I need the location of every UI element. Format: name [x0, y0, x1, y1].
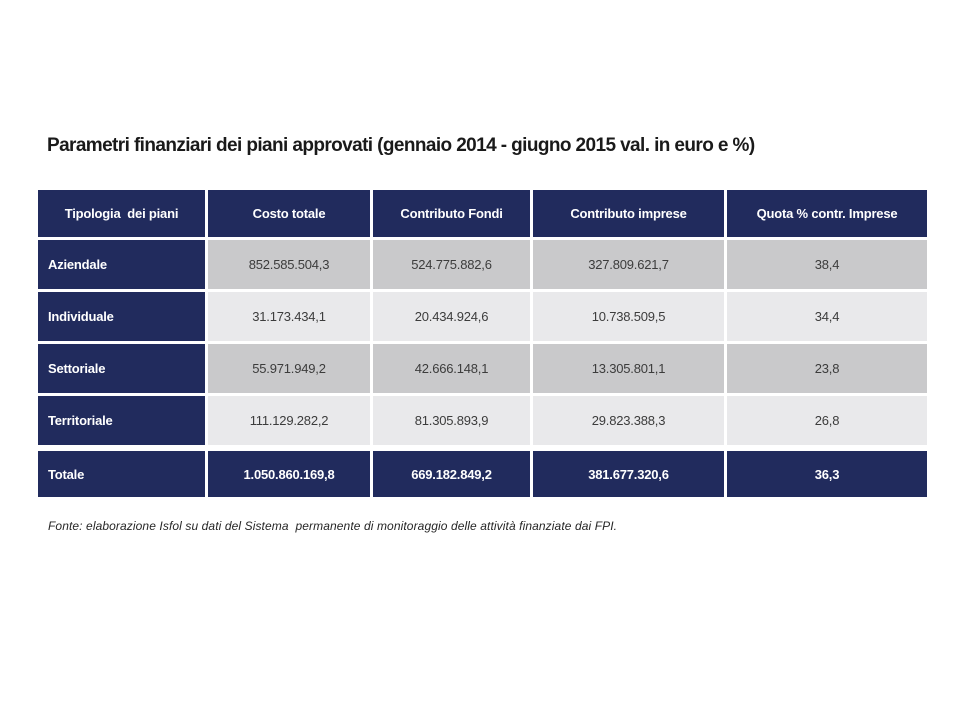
column-header-contributo-imprese: Contributo imprese: [533, 190, 724, 237]
column-header-tipologia-dei-piani: Tipologia dei piani: [38, 190, 205, 237]
page-title: Parametri finanziari dei piani approvati…: [47, 135, 755, 156]
column-header-costo-totale: Costo totale: [208, 190, 370, 237]
value-cell: 13.305.801,1: [533, 344, 724, 393]
total-label-cell: Totale: [38, 451, 205, 497]
value-cell: 31.173.434,1: [208, 292, 370, 341]
table-row-aziendale: Aziendale 852.585.504,3 524.775.882,6 32…: [38, 240, 927, 289]
value-cell: 55.971.949,2: [208, 344, 370, 393]
column-header-quota-contr-imprese: Quota % contr. Imprese: [727, 190, 927, 237]
value-cell: 111.129.282,2: [208, 396, 370, 445]
column-header-contributo-fondi: Contributo Fondi: [373, 190, 530, 237]
total-value-cell: 1.050.860.169,8: [208, 451, 370, 497]
total-value-cell: 36,3: [727, 451, 927, 497]
value-cell: 42.666.148,1: [373, 344, 530, 393]
value-cell: 26,8: [727, 396, 927, 445]
row-label-cell: Aziendale: [38, 240, 205, 289]
value-cell: 38,4: [727, 240, 927, 289]
value-cell: 29.823.388,3: [533, 396, 724, 445]
table-row-settoriale: Settoriale 55.971.949,2 42.666.148,1 13.…: [38, 344, 927, 393]
financial-table: Tipologia dei piani Costo totale Contrib…: [38, 190, 927, 497]
value-cell: 10.738.509,5: [533, 292, 724, 341]
value-cell: 23,8: [727, 344, 927, 393]
value-cell: 34,4: [727, 292, 927, 341]
source-note: Fonte: elaborazione Isfol su dati del Si…: [48, 519, 618, 533]
value-cell: 524.775.882,6: [373, 240, 530, 289]
row-label-cell: Individuale: [38, 292, 205, 341]
value-cell: 327.809.621,7: [533, 240, 724, 289]
row-label-cell: Settoriale: [38, 344, 205, 393]
table-row-totale: Totale 1.050.860.169,8 669.182.849,2 381…: [38, 451, 927, 497]
table-row-territoriale: Territoriale 111.129.282,2 81.305.893,9 …: [38, 396, 927, 445]
total-value-cell: 669.182.849,2: [373, 451, 530, 497]
row-label-cell: Territoriale: [38, 396, 205, 445]
table-row-individuale: Individuale 31.173.434,1 20.434.924,6 10…: [38, 292, 927, 341]
table-header-row: Tipologia dei piani Costo totale Contrib…: [38, 190, 927, 237]
total-value-cell: 381.677.320,6: [533, 451, 724, 497]
value-cell: 20.434.924,6: [373, 292, 530, 341]
value-cell: 852.585.504,3: [208, 240, 370, 289]
value-cell: 81.305.893,9: [373, 396, 530, 445]
